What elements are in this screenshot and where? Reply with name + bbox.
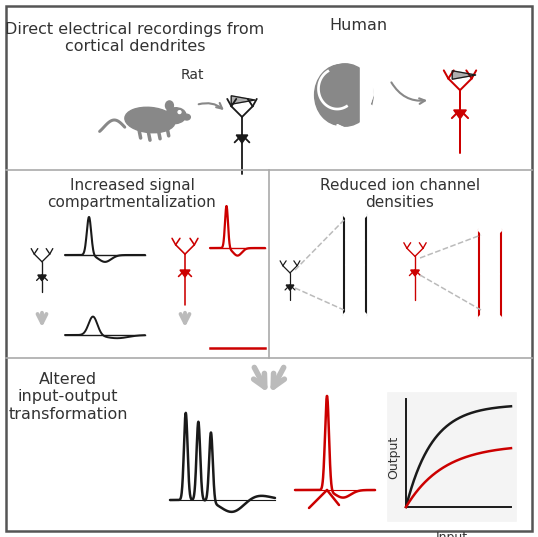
Ellipse shape	[481, 272, 499, 277]
Polygon shape	[236, 135, 247, 143]
Ellipse shape	[317, 64, 373, 126]
Text: Reduced ion channel
densities: Reduced ion channel densities	[320, 178, 480, 211]
Ellipse shape	[183, 114, 190, 120]
Ellipse shape	[125, 107, 175, 133]
Ellipse shape	[346, 288, 364, 293]
Text: Output: Output	[387, 436, 400, 478]
Text: Input: Input	[436, 531, 468, 537]
Text: Altered
input-output
transformation: Altered input-output transformation	[8, 372, 128, 422]
Bar	[388, 393, 516, 521]
Polygon shape	[231, 96, 255, 104]
Ellipse shape	[479, 314, 501, 322]
Polygon shape	[452, 71, 476, 79]
Ellipse shape	[315, 64, 367, 126]
Ellipse shape	[166, 101, 173, 110]
Circle shape	[178, 111, 181, 113]
Ellipse shape	[346, 263, 364, 267]
Polygon shape	[337, 68, 374, 138]
Polygon shape	[286, 285, 294, 291]
Text: Increased signal
compartmentalization: Increased signal compartmentalization	[48, 178, 216, 211]
Ellipse shape	[344, 311, 366, 319]
Polygon shape	[180, 270, 190, 277]
Polygon shape	[38, 275, 46, 281]
Ellipse shape	[346, 237, 364, 242]
Polygon shape	[410, 270, 419, 276]
Text: Human: Human	[329, 18, 387, 33]
Text: Rat: Rat	[180, 68, 204, 82]
Polygon shape	[454, 110, 466, 119]
Polygon shape	[337, 68, 374, 138]
Ellipse shape	[479, 226, 501, 234]
Ellipse shape	[344, 211, 366, 219]
Ellipse shape	[165, 108, 186, 124]
Text: Direct electrical recordings from
cortical dendrites: Direct electrical recordings from cortic…	[5, 22, 265, 54]
